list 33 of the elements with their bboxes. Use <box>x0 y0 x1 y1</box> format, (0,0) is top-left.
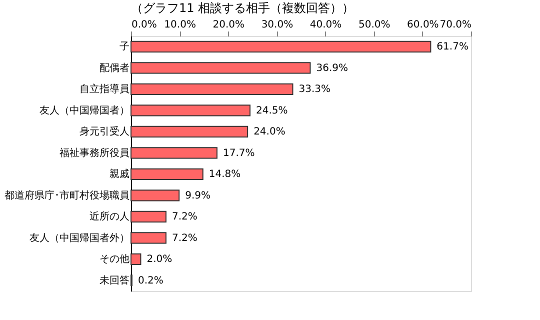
y-tick-label: 身元引受人 <box>80 126 130 138</box>
x-tick-label: 60.0% <box>407 20 439 30</box>
y-tick-label: 自立指導員 <box>80 83 130 96</box>
x-tick-label: 50.0% <box>358 20 390 30</box>
y-tick-label: 親戚 <box>110 168 130 180</box>
data-label: 36.9% <box>316 62 348 74</box>
y-tick-label: 友人（中国帰国者外） <box>30 232 130 244</box>
x-tick-label: 0.0% <box>132 20 157 30</box>
chart-title: （グラフ11 相談する相手（複数回答）） <box>131 1 354 15</box>
y-tick-label: 配偶者 <box>100 62 130 74</box>
data-label: 7.2% <box>172 232 198 244</box>
x-tick-label: 30.0% <box>261 20 294 30</box>
data-label: 14.8% <box>208 169 241 180</box>
data-label: 9.9% <box>185 190 210 202</box>
y-tick-label: その他 <box>100 253 130 266</box>
x-tick-label: 20.0% <box>212 20 245 30</box>
y-tick-label: 子 <box>120 42 130 53</box>
data-label: 7.2% <box>172 212 198 223</box>
data-label: 33.3% <box>298 84 331 96</box>
data-label: 24.5% <box>256 105 288 116</box>
y-tick-label: 近所の人 <box>90 210 130 223</box>
data-label: 2.0% <box>146 254 172 266</box>
x-tick-label: 40.0% <box>310 20 342 30</box>
x-tick-label: 10.0% <box>164 20 196 30</box>
x-tick-label: 70.0% <box>440 20 472 30</box>
data-label: 24.0% <box>254 126 286 138</box>
data-label: 17.7% <box>222 148 255 159</box>
y-tick-label: 友人（中国帰国者） <box>40 104 130 116</box>
y-tick-label: 未回答 <box>100 274 130 286</box>
y-tick-label: 福祉事務所役員 <box>60 146 130 159</box>
y-tick-label: 都道府県庁･市町村役場職員 <box>4 189 130 202</box>
data-label: 0.2% <box>138 275 164 286</box>
data-label: 61.7% <box>436 42 468 53</box>
